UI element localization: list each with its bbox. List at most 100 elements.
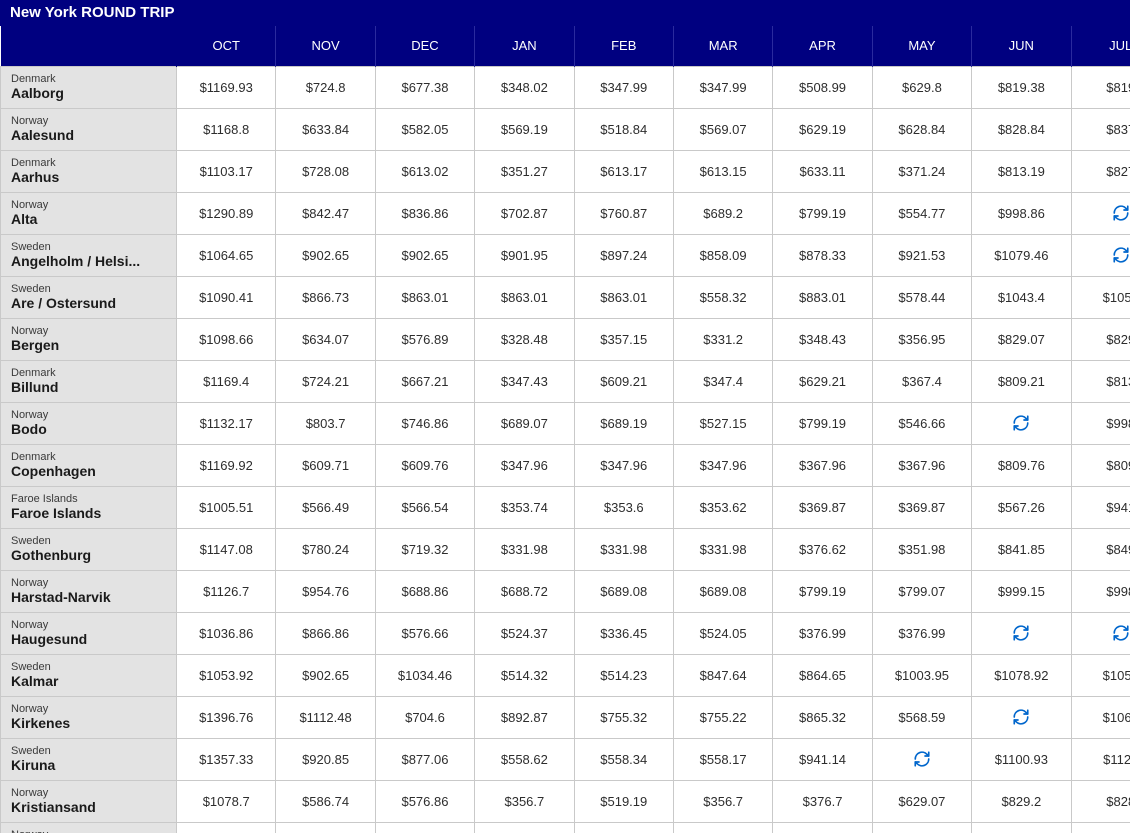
destination-cell[interactable]: NorwayAalesund (1, 108, 177, 150)
price-cell[interactable]: $689.19 (574, 402, 673, 444)
price-cell[interactable]: $646.91 (276, 822, 375, 833)
price-cell[interactable]: $331.2 (673, 318, 772, 360)
price-cell[interactable]: $998 (1071, 402, 1130, 444)
price-cell[interactable]: $3970.84 (673, 822, 772, 833)
price-cell[interactable]: $369.87 (773, 486, 872, 528)
price-cell[interactable]: $376.99 (872, 612, 971, 654)
price-cell[interactable]: $576.89 (375, 318, 474, 360)
price-cell[interactable]: $348.02 (475, 66, 574, 108)
price-cell[interactable]: $878.33 (773, 234, 872, 276)
price-cell[interactable]: $728.08 (276, 150, 375, 192)
price-cell[interactable]: $897.24 (574, 234, 673, 276)
price-cell[interactable]: $367.96 (872, 444, 971, 486)
price-cell[interactable]: $863.01 (475, 276, 574, 318)
destination-cell[interactable]: NorwayHarstad-Narvik (1, 570, 177, 612)
price-cell[interactable]: $629.07 (872, 780, 971, 822)
price-cell[interactable]: $838.86 (177, 822, 276, 833)
price-cell[interactable]: $629.8 (872, 66, 971, 108)
price-cell[interactable]: $863.01 (375, 276, 474, 318)
price-cell[interactable]: $688.72 (475, 570, 574, 612)
price-cell[interactable]: $901.95 (475, 234, 574, 276)
price-cell[interactable]: $755.22 (673, 696, 772, 738)
price-cell[interactable]: $347.96 (574, 444, 673, 486)
price-cell[interactable]: $837 (1071, 108, 1130, 150)
price-cell[interactable]: $954.76 (276, 570, 375, 612)
price-cell[interactable]: $724.8 (276, 66, 375, 108)
price-cell[interactable]: $357.15 (574, 318, 673, 360)
destination-cell[interactable]: SwedenAngelholm / Helsi... (1, 234, 177, 276)
price-cell[interactable]: $689.2 (673, 192, 772, 234)
price-cell[interactable]: $1125 (1071, 738, 1130, 780)
price-cell[interactable]: $1078.7 (177, 780, 276, 822)
price-cell[interactable]: $582.05 (375, 108, 474, 150)
destination-cell[interactable]: DenmarkAarhus (1, 150, 177, 192)
price-cell[interactable]: $558.34 (574, 738, 673, 780)
price-cell[interactable]: $865.32 (773, 696, 872, 738)
price-cell[interactable]: $1067 (1071, 696, 1130, 738)
price-cell[interactable]: $578.44 (872, 276, 971, 318)
price-cell[interactable]: $558.62 (475, 738, 574, 780)
price-cell[interactable]: $518.84 (574, 108, 673, 150)
price-cell[interactable]: $877.06 (375, 738, 474, 780)
month-header[interactable]: FEB (574, 26, 673, 66)
price-cell[interactable]: $813 (1071, 360, 1130, 402)
price-cell[interactable]: $941.14 (773, 738, 872, 780)
price-cell[interactable]: $1169.92 (177, 444, 276, 486)
price-cell[interactable]: $576.86 (375, 780, 474, 822)
price-cell[interactable]: $1112.48 (276, 696, 375, 738)
price-cell[interactable] (972, 612, 1071, 654)
price-cell[interactable]: $1103.17 (177, 150, 276, 192)
price-cell[interactable]: $866.86 (276, 612, 375, 654)
price-cell[interactable]: $667.21 (375, 360, 474, 402)
month-header[interactable]: OCT (177, 26, 276, 66)
price-cell[interactable]: $371.24 (872, 150, 971, 192)
price-cell[interactable]: $546.66 (872, 402, 971, 444)
price-cell[interactable]: $353.6 (574, 486, 673, 528)
price-cell[interactable]: $1090.41 (177, 276, 276, 318)
price-cell[interactable]: $347.96 (475, 444, 574, 486)
price-cell[interactable]: $629.21 (773, 360, 872, 402)
price-cell[interactable] (1071, 612, 1130, 654)
price-cell[interactable] (972, 402, 1071, 444)
price-cell[interactable]: $799.19 (773, 570, 872, 612)
price-cell[interactable]: $1396.76 (177, 696, 276, 738)
price-cell[interactable]: $567.26 (972, 486, 1071, 528)
destination-cell[interactable]: Faroe IslandsFaroe Islands (1, 486, 177, 528)
price-cell[interactable]: $719.32 (375, 528, 474, 570)
price-cell[interactable]: $568.59 (872, 696, 971, 738)
price-cell[interactable]: $369.87 (872, 486, 971, 528)
price-cell[interactable]: $1043.4 (972, 276, 1071, 318)
price-cell[interactable]: $858.09 (673, 234, 772, 276)
price-cell[interactable]: $524.37 (475, 612, 574, 654)
price-cell[interactable]: $594.17 (475, 822, 574, 833)
price-cell[interactable]: $828.84 (972, 108, 1071, 150)
price-cell[interactable]: $527.15 (673, 402, 772, 444)
price-cell[interactable]: $336.45 (574, 612, 673, 654)
price-cell[interactable]: $803.7 (276, 402, 375, 444)
price-cell[interactable]: $508.99 (773, 66, 872, 108)
price-cell[interactable]: $328.48 (475, 318, 574, 360)
destination-cell[interactable]: SwedenGothenburg (1, 528, 177, 570)
price-cell[interactable]: $1078.92 (972, 654, 1071, 696)
price-cell[interactable]: $519.19 (574, 780, 673, 822)
month-header[interactable]: JAN (475, 26, 574, 66)
price-cell[interactable]: $688.86 (375, 570, 474, 612)
price-cell[interactable]: $704.17 (773, 822, 872, 833)
refresh-icon[interactable] (1012, 624, 1030, 639)
month-header[interactable]: APR (773, 26, 872, 66)
destination-cell[interactable]: NorwayBodo (1, 402, 177, 444)
price-cell[interactable]: $331.98 (475, 528, 574, 570)
price-cell[interactable]: $892.87 (475, 696, 574, 738)
price-cell[interactable]: $558.17 (673, 738, 772, 780)
month-header[interactable]: MAR (673, 26, 772, 66)
price-cell[interactable]: $633.11 (773, 150, 872, 192)
price-cell[interactable]: $356.7 (475, 780, 574, 822)
price-cell[interactable]: $1147.08 (177, 528, 276, 570)
destination-cell[interactable]: NorwayKristiansund (1, 822, 177, 833)
price-cell[interactable]: $724.21 (276, 360, 375, 402)
price-cell[interactable]: $554.77 (872, 192, 971, 234)
price-cell[interactable]: $921.53 (872, 234, 971, 276)
price-cell[interactable] (872, 738, 971, 780)
price-cell[interactable]: $819.38 (972, 66, 1071, 108)
price-cell[interactable]: $609.21 (574, 360, 673, 402)
